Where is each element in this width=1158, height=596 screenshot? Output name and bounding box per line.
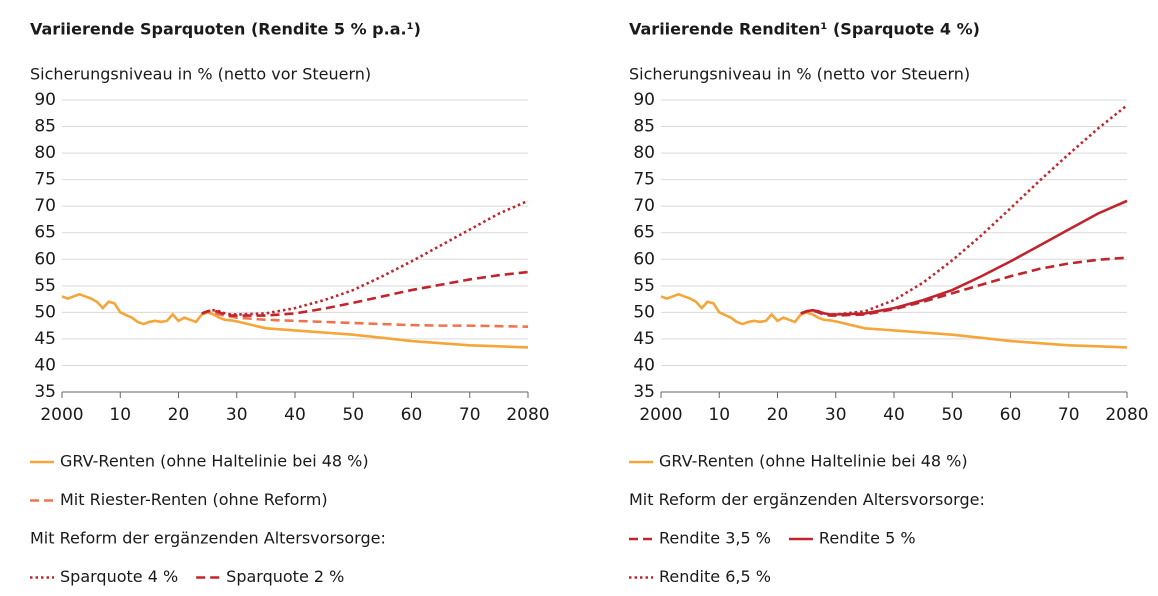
legend-label: Sparquote 4 % xyxy=(60,567,178,586)
y-tick-label: 65 xyxy=(34,223,56,243)
legend-label: GRV-Renten (ohne Haltelinie bei 48 %) xyxy=(659,452,968,471)
y-tick-label: 60 xyxy=(34,249,56,269)
y-tick-label: 45 xyxy=(34,329,56,349)
legend-label: Mit Riester-Renten (ohne Reform) xyxy=(60,490,328,509)
series-line xyxy=(201,270,529,317)
series-line xyxy=(660,292,1128,349)
y-axis-label: Sicherungsniveau in % (netto vor Steuern… xyxy=(629,65,970,84)
legend-label: Rendite 3,5 % xyxy=(659,529,771,548)
y-tick-label: 75 xyxy=(34,170,56,190)
y-tick-label: 90 xyxy=(34,90,56,110)
y-tick-label: 85 xyxy=(633,117,655,137)
series-line xyxy=(61,292,529,349)
series-line xyxy=(201,309,529,328)
y-tick-label: 80 xyxy=(633,143,655,163)
series-line xyxy=(800,104,1128,316)
x-tick-label: 60 xyxy=(401,405,423,425)
legend-label: GRV-Renten (ohne Haltelinie bei 48 %) xyxy=(60,452,369,471)
x-tick-label: 50 xyxy=(342,405,364,425)
y-tick-label: 70 xyxy=(34,196,56,216)
y-tick-label: 80 xyxy=(34,143,56,163)
y-tick-label: 60 xyxy=(633,249,655,269)
y-tick-label: 90 xyxy=(633,90,655,110)
y-axis-label: Sicherungsniveau in % (netto vor Steuern… xyxy=(30,65,371,84)
y-tick-label: 50 xyxy=(633,302,655,322)
series-line xyxy=(201,199,529,316)
legend-label: Sparquote 2 % xyxy=(226,567,344,586)
series-line xyxy=(800,199,1128,316)
x-tick-label: 40 xyxy=(883,405,905,425)
y-tick-label: 40 xyxy=(633,355,655,375)
y-tick-label: 65 xyxy=(633,223,655,243)
x-tick-label: 2000 xyxy=(40,405,83,425)
x-tick-label: 30 xyxy=(825,405,847,425)
y-tick-label: 35 xyxy=(633,382,655,402)
x-tick-label: 10 xyxy=(708,405,730,425)
y-tick-label: 45 xyxy=(633,329,655,349)
x-tick-label: 40 xyxy=(284,405,306,425)
legend-label: Rendite 5 % xyxy=(819,529,916,548)
y-tick-label: 55 xyxy=(633,276,655,296)
x-tick-label: 20 xyxy=(168,405,190,425)
y-tick-label: 40 xyxy=(34,355,56,375)
x-tick-label: 2080 xyxy=(506,405,549,425)
x-tick-label: 2080 xyxy=(1105,405,1148,425)
y-tick-label: 35 xyxy=(34,382,56,402)
x-tick-label: 20 xyxy=(767,405,789,425)
x-tick-label: 50 xyxy=(941,405,963,425)
y-tick-label: 75 xyxy=(633,170,655,190)
y-tick-label: 70 xyxy=(633,196,655,216)
y-tick-label: 55 xyxy=(34,276,56,296)
x-tick-label: 10 xyxy=(109,405,131,425)
x-tick-label: 70 xyxy=(459,405,481,425)
legend-note: Mit Reform der ergänzenden Altersvorsorg… xyxy=(30,529,386,548)
y-tick-label: 85 xyxy=(34,117,56,137)
chart-title: Variierende Renditen¹ (Sparquote 4 %) xyxy=(629,20,980,39)
x-tick-label: 30 xyxy=(226,405,248,425)
legend-note: Mit Reform der ergänzenden Altersvorsorg… xyxy=(629,490,985,509)
series-line xyxy=(800,256,1128,317)
x-tick-label: 60 xyxy=(1000,405,1022,425)
x-tick-label: 70 xyxy=(1058,405,1080,425)
y-tick-label: 50 xyxy=(34,302,56,322)
chart-title: Variierende Sparquoten (Rendite 5 % p.a.… xyxy=(30,20,421,39)
legend-label: Rendite 6,5 % xyxy=(659,567,771,586)
x-tick-label: 2000 xyxy=(639,405,682,425)
